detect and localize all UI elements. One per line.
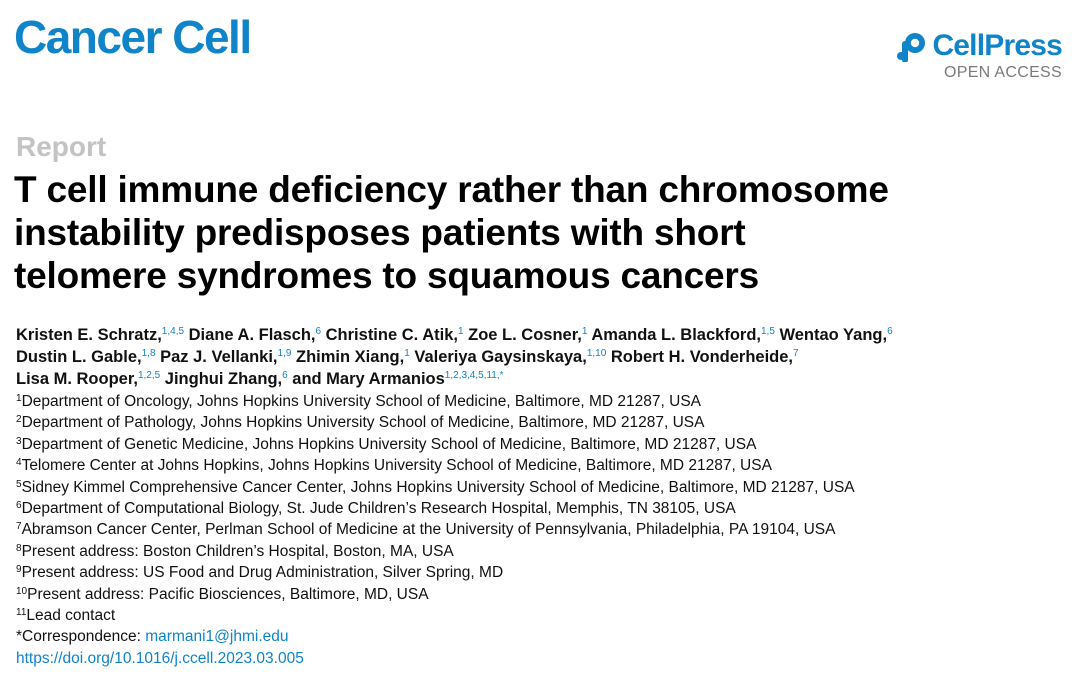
article-type: Report	[16, 131, 107, 162]
affiliation-number: 5	[16, 478, 22, 490]
affiliation-item: 4Telomere Center at Johns Hopkins, Johns…	[16, 455, 1066, 476]
affiliation-item: 2Department of Pathology, Johns Hopkins …	[16, 412, 1066, 433]
author-affil-ref[interactable]: 1	[457, 326, 464, 337]
affiliation-item: 11Lead contact	[16, 605, 1066, 626]
affiliation-item: 5Sidney Kimmel Comprehensive Cancer Cent…	[16, 477, 1066, 498]
author-name[interactable]: Kristen E. Schratz,	[16, 326, 162, 344]
doi-line: https://doi.org/10.1016/j.ccell.2023.03.…	[16, 648, 1066, 669]
author-name[interactable]: Zhimin Xiang,	[296, 348, 405, 366]
correspondence-label: *Correspondence:	[16, 628, 146, 646]
affiliation-item: 6Department of Computational Biology, St…	[16, 498, 1066, 519]
affiliation-text: Department of Oncology, Johns Hopkins Un…	[21, 393, 701, 410]
author-affil-ref[interactable]: 1	[404, 348, 410, 359]
affiliation-number: 10	[16, 585, 28, 597]
affiliation-text: Department of Pathology, Johns Hopkins U…	[21, 414, 705, 432]
journal-title: Cancer Cell	[14, 11, 252, 63]
publisher-logo[interactable]: CellPress	[896, 29, 1063, 62]
title-line: T cell immune deficiency rather than chr…	[14, 169, 889, 210]
author-name[interactable]: and Mary Armanios	[292, 370, 445, 388]
affiliation-item: 9Present address: US Food and Drug Admin…	[16, 562, 1066, 583]
author-name[interactable]: Paz J. Vellanki,	[160, 348, 278, 366]
author-list: Kristen E. Schratz,1,4,5 Diane A. Flasch…	[16, 324, 1071, 390]
affiliation-number: 11	[16, 607, 27, 619]
author-affil-ref[interactable]: 6	[315, 326, 322, 337]
correspondence-line: *Correspondence: marmani1@jhmi.edu	[16, 626, 1066, 647]
affiliation-number: 4	[16, 457, 22, 469]
affiliation-number: 3	[16, 435, 22, 447]
author-affil-ref[interactable]: 1,2,5	[137, 370, 161, 381]
article-title: T cell immune deficiency rather than chr…	[14, 168, 1064, 297]
author-name[interactable]: Robert H. Vonderheide,	[610, 348, 794, 366]
author-affil-ref[interactable]: 7	[793, 348, 799, 359]
author-affil-ref[interactable]: 1,5	[760, 326, 775, 337]
author-affil-ref[interactable]: 1,9	[277, 348, 292, 359]
affiliation-number: 2	[16, 414, 22, 426]
affiliation-text: Telomere Center at Johns Hopkins, Johns …	[21, 457, 772, 475]
affiliation-item: 3Department of Genetic Medicine, Johns H…	[16, 434, 1066, 455]
correspondence-email-link[interactable]: marmani1@jhmi.edu	[145, 628, 289, 646]
author-affil-ref[interactable]: 6	[282, 370, 288, 381]
affiliation-text: Department of Computational Biology, St.…	[21, 500, 736, 518]
author-name[interactable]: Lisa M. Rooper,	[16, 370, 138, 388]
affiliation-item: 7Abramson Cancer Center, Perlman School …	[16, 519, 1066, 540]
affiliation-item: 8Present address: Boston Children’s Hosp…	[16, 541, 1066, 562]
author-line: Lisa M. Rooper,1,2,5 Jinghui Zhang,6 and…	[16, 368, 1071, 390]
affiliation-text: Abramson Cancer Center, Perlman School o…	[21, 521, 836, 539]
publisher-block: CellPress OPEN ACCESS	[896, 29, 1063, 82]
author-affil-ref[interactable]: 1	[581, 326, 588, 337]
author-name[interactable]: Diane A. Flasch,	[188, 326, 316, 344]
affiliation-item: 10Present address: Pacific Biosciences, …	[16, 584, 1066, 605]
title-line: telomere syndromes to squamous cancers	[14, 255, 760, 296]
author-name[interactable]: Dustin L. Gable,	[16, 348, 142, 366]
author-affil-ref[interactable]: 6	[887, 326, 893, 337]
author-affil-ref[interactable]: 1,10	[586, 348, 607, 359]
author-name[interactable]: Valeriya Gaysinskaya,	[414, 348, 587, 366]
doi-link[interactable]: https://doi.org/10.1016/j.ccell.2023.03.…	[16, 649, 304, 667]
author-affil-ref[interactable]: 1,4,5	[161, 326, 185, 337]
author-line: Dustin L. Gable,1,8 Paz J. Vellanki,1,9 …	[16, 346, 1071, 368]
author-line: Kristen E. Schratz,1,4,5 Diane A. Flasch…	[16, 324, 1071, 346]
publisher-name: CellPress	[932, 29, 1062, 62]
affiliation-number: 7	[16, 521, 22, 533]
author-name[interactable]: Wentao Yang,	[779, 326, 888, 344]
affiliation-list: 1Department of Oncology, Johns Hopkins U…	[16, 391, 1066, 669]
affiliation-number: 8	[16, 542, 22, 554]
author-name[interactable]: Zoe L. Cosner,	[468, 326, 582, 344]
affiliation-text: Lead contact	[26, 607, 116, 625]
affiliation-number: 6	[16, 500, 22, 512]
author-affil-ref[interactable]: 1,8	[141, 348, 156, 359]
affiliation-number: 1	[16, 393, 22, 404]
affiliation-text: Department of Genetic Medicine, Johns Ho…	[21, 435, 757, 453]
affiliation-text: Present address: Pacific Biosciences, Ba…	[27, 585, 429, 603]
cellpress-logo-icon	[897, 33, 926, 62]
title-line: instability predisposes patients with sh…	[14, 212, 746, 253]
open-access-label: OPEN ACCESS	[943, 64, 1062, 81]
affiliation-text: Present address: US Food and Drug Admini…	[21, 564, 504, 582]
author-name[interactable]: Amanda L. Blackford,	[591, 326, 761, 344]
affiliation-number: 9	[16, 564, 22, 576]
affiliation-text: Sidney Kimmel Comprehensive Cancer Cente…	[21, 478, 855, 496]
author-name[interactable]: Jinghui Zhang,	[164, 370, 283, 388]
affiliation-text: Present address: Boston Children’s Hospi…	[21, 542, 454, 560]
author-name[interactable]: Christine C. Atik,	[325, 326, 458, 344]
author-affil-ref[interactable]: 1,2,3,4,5,11,*	[444, 370, 504, 381]
affiliation-item: 1Department of Oncology, Johns Hopkins U…	[16, 391, 1066, 412]
